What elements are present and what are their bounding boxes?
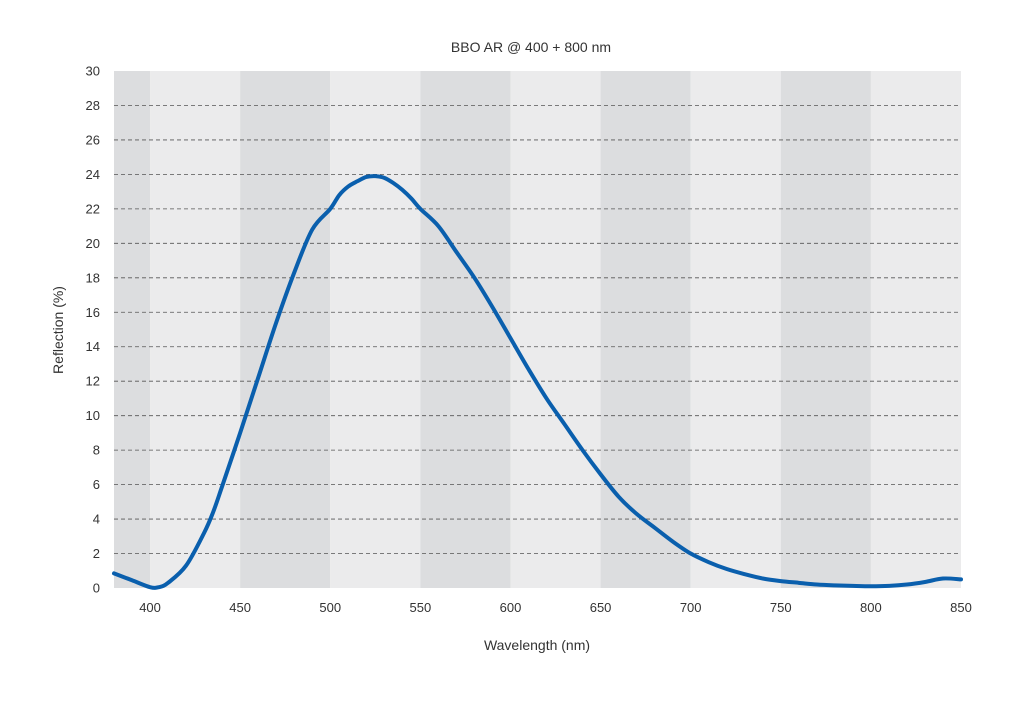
y-tick-label: 20 bbox=[86, 236, 100, 251]
x-tick-label: 450 bbox=[229, 600, 251, 615]
background-band bbox=[510, 71, 601, 588]
x-tick-label: 850 bbox=[950, 600, 972, 615]
background-band bbox=[780, 71, 871, 588]
x-tick-label: 600 bbox=[500, 600, 522, 615]
y-tick-label: 12 bbox=[86, 374, 100, 389]
background-band bbox=[420, 71, 511, 588]
x-axis-title: Wavelength (nm) bbox=[484, 637, 590, 653]
y-tick-label: 0 bbox=[93, 581, 100, 596]
background-band bbox=[690, 71, 781, 588]
y-tick-label: 14 bbox=[86, 339, 100, 354]
background-band bbox=[114, 71, 151, 588]
background-band bbox=[600, 71, 691, 588]
x-tick-label: 400 bbox=[139, 600, 161, 615]
background-band bbox=[330, 71, 421, 588]
background-band bbox=[150, 71, 241, 588]
x-tick-label: 750 bbox=[770, 600, 792, 615]
y-tick-label: 6 bbox=[93, 477, 100, 492]
x-tick-label: 550 bbox=[410, 600, 432, 615]
chart-title: BBO AR @ 400 + 800 nm bbox=[451, 39, 611, 55]
y-tick-label: 18 bbox=[86, 270, 100, 285]
y-tick-label: 24 bbox=[86, 167, 100, 182]
y-tick-label: 30 bbox=[86, 64, 100, 79]
x-tick-label: 700 bbox=[680, 600, 702, 615]
reflection-series-line bbox=[112, 174, 963, 590]
x-tick-label: 500 bbox=[319, 600, 341, 615]
background-band bbox=[870, 71, 961, 588]
y-tick-label: 8 bbox=[93, 443, 100, 458]
y-tick-label: 10 bbox=[86, 408, 100, 423]
y-tick-label: 28 bbox=[86, 98, 100, 113]
series-group bbox=[112, 174, 963, 590]
background-band bbox=[240, 71, 331, 588]
y-tick-label: 26 bbox=[86, 132, 100, 147]
gridlines bbox=[114, 105, 961, 554]
background-bands bbox=[114, 71, 961, 588]
y-axis-title: Reflection (%) bbox=[50, 286, 66, 374]
x-axis-ticks: 400 450 500 550 600 650 700 750 800 850 bbox=[139, 600, 972, 615]
x-tick-label: 800 bbox=[860, 600, 882, 615]
y-tick-label: 2 bbox=[93, 546, 100, 561]
y-tick-label: 16 bbox=[86, 305, 100, 320]
y-tick-label: 4 bbox=[93, 512, 100, 527]
x-tick-label: 650 bbox=[590, 600, 612, 615]
y-tick-label: 22 bbox=[86, 201, 100, 216]
